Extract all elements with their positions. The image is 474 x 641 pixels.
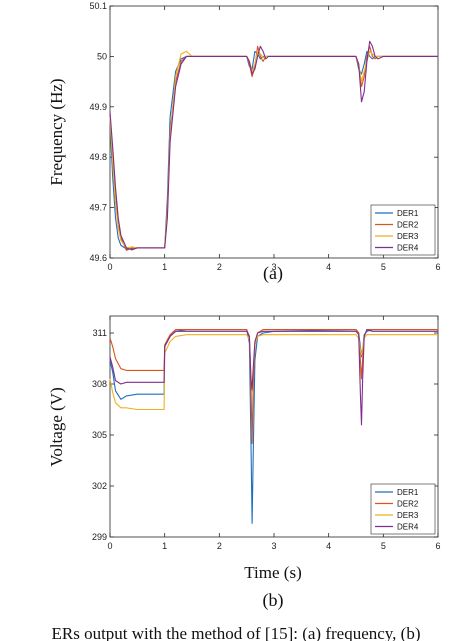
chart-a-xtick-label: 1 <box>162 262 167 272</box>
chart-b-legend: DER1 DER2 DER3 DER4 <box>370 483 436 535</box>
chart-a-xtick-label: 3 <box>271 262 276 272</box>
chart-a-legend: DER1 DER2 DER3 DER4 <box>370 204 436 256</box>
chart-a-ytick-label: 49.8 <box>89 152 107 162</box>
chart-b-xlabel: Time (s) <box>244 563 301 582</box>
chart-a-xtick-label: 2 <box>217 262 222 272</box>
chart-b-series-der4 <box>109 329 438 426</box>
chart-a-sublabel: (a) <box>263 263 283 284</box>
chart-a: 0 1 2 3 4 5 6 49.6 49.7 49.8 49.9 50 50.1 Frequency … <box>47 1 441 284</box>
chart-a-series <box>109 40 438 251</box>
chart-a-xtick-label: 4 <box>326 262 331 272</box>
chart-b-series <box>109 329 438 524</box>
chart-b-legend-label: DER4 <box>397 523 419 532</box>
chart-a-ytick-label: 49.6 <box>89 253 107 263</box>
chart-a-ticks: 0 1 2 3 4 5 6 49.6 49.7 49.8 49.9 50 50.1 <box>89 1 440 272</box>
chart-b-ytick-label: 305 <box>92 430 107 440</box>
chart-b: 0 1 2 3 4 5 6 299 302 305 308 311 Voltage (V) Time … <box>47 315 441 611</box>
chart-b-legend-label: DER2 <box>397 500 419 509</box>
chart-b-xtick-label: 2 <box>217 541 222 551</box>
chart-b-xtick-label: 4 <box>326 541 331 551</box>
chart-a-ylabel: Frequency (Hz) <box>47 78 66 185</box>
chart-a-ytick-label: 49.9 <box>89 102 107 112</box>
chart-b-xtick-label: 5 <box>381 541 386 551</box>
chart-a-series-der4 <box>109 40 438 251</box>
chart-a-legend-label: DER3 <box>397 232 419 241</box>
chart-a-xtick-label: 0 <box>107 262 112 272</box>
chart-b-ytick-label: 302 <box>92 481 107 491</box>
chart-b-legend-label: DER3 <box>397 511 419 520</box>
chart-a-legend-label: DER4 <box>397 244 419 253</box>
figure-caption: ERs output with the method of [15]: (a) … <box>51 624 420 641</box>
chart-b-sublabel: (b) <box>263 590 284 611</box>
chart-b-xtick-label: 0 <box>107 541 112 551</box>
chart-b-ylabel: Voltage (V) <box>47 387 66 466</box>
chart-a-legend-label: DER2 <box>397 221 419 230</box>
chart-a-ytick-label: 50 <box>97 51 107 61</box>
chart-b-xtick-label: 3 <box>271 541 276 551</box>
chart-b-series-der2 <box>109 329 438 445</box>
chart-b-legend-label: DER1 <box>397 488 419 497</box>
chart-a-xtick-label: 5 <box>381 262 386 272</box>
chart-a-legend-label: DER1 <box>397 209 419 218</box>
chart-b-ytick-label: 311 <box>93 328 107 338</box>
chart-b-ticks: 0 1 2 3 4 5 6 299 302 305 308 311 <box>92 316 441 551</box>
chart-a-ytick-label: 50.1 <box>89 1 107 11</box>
chart-a-xtick-label: 6 <box>435 262 440 272</box>
chart-b-xtick-label: 6 <box>435 541 440 551</box>
chart-a-ytick-label: 49.7 <box>89 203 107 213</box>
chart-b-ytick-label: 299 <box>92 532 107 542</box>
chart-b-ytick-label: 308 <box>92 379 107 389</box>
chart-b-xtick-label: 1 <box>162 541 167 551</box>
